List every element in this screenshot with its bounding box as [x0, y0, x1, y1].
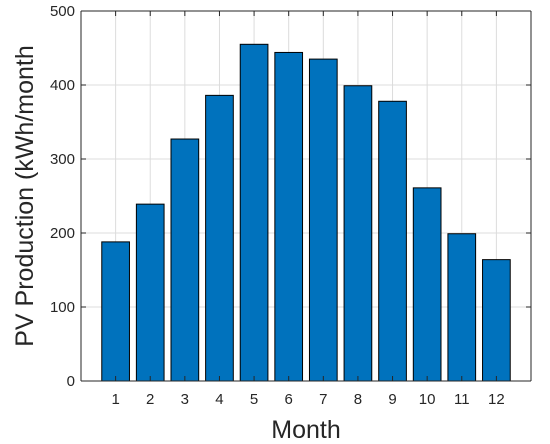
x-tick-label: 9: [388, 391, 396, 408]
x-tick-label: 4: [215, 391, 223, 408]
bar-month-6: [274, 51, 304, 382]
x-tick-label: 11: [454, 391, 470, 408]
bar-month-2: [135, 203, 165, 382]
bar-month-7: [308, 58, 338, 382]
bar-month-11: [447, 233, 477, 382]
y-axis-title: PV Production (kWh/month: [11, 45, 39, 347]
x-axis-title: Month: [271, 416, 340, 444]
bar-month-4: [205, 94, 234, 382]
y-tick-label: 200: [50, 225, 75, 242]
bar-month-8: [343, 85, 373, 382]
y-tick-label: 100: [50, 299, 75, 316]
x-tick-label: 5: [250, 391, 258, 408]
x-tick-label: 8: [354, 391, 362, 408]
x-tick-label: 12: [488, 391, 505, 408]
bar-month-5: [239, 43, 269, 382]
y-tick-label: 400: [50, 77, 75, 94]
x-tick-label: 3: [181, 391, 189, 408]
bars: [101, 43, 511, 382]
y-tick-label: 0: [67, 373, 75, 390]
bar-month-10: [412, 187, 442, 382]
bar-month-9: [378, 100, 407, 382]
y-tick-label: 300: [50, 151, 75, 168]
x-tick-label: 10: [419, 391, 436, 408]
axes-frame: [80, 10, 532, 382]
x-tick-label: 2: [146, 391, 154, 408]
y-tick-label: 500: [50, 3, 75, 20]
x-tick-label: 7: [319, 391, 327, 408]
x-tick-label: 1: [111, 391, 119, 408]
y-axis-ticks: 0 100 200 300 400 500: [50, 3, 531, 390]
bar-month-3: [170, 138, 200, 382]
bar-month-1: [101, 241, 130, 382]
x-tick-label: 6: [285, 391, 293, 408]
bar-month-12: [482, 259, 511, 382]
x-axis-ticks: 1 2 3 4 5 6 7 8 9 10 11 12: [111, 11, 505, 408]
